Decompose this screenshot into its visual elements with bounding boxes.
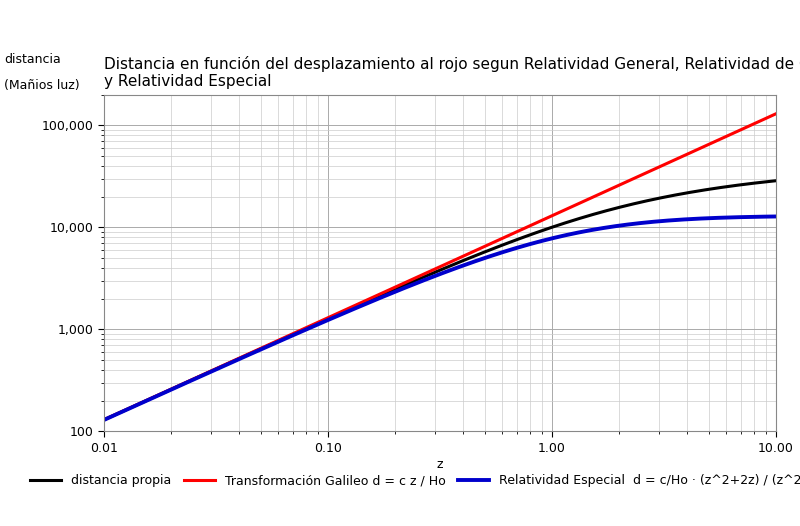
Line: Relatividad Especial  d = c/Ho · (z^2+2z) / (z^2+2z+2): Relatividad Especial d = c/Ho · (z^2+2z)… [104,217,776,420]
Relatividad Especial  d = c/Ho · (z^2+2z) / (z^2+2z+2) [99,417,109,423]
Line: distancia propia: distancia propia [104,181,776,420]
distancia propia [495,243,505,249]
distancia propia [403,280,413,287]
Relatividad Especial  d = c/Ho · (z^2+2z) / (z^2+2z+2) [605,224,614,230]
Relatividad Especial  d = c/Ho · (z^2+2z) / (z^2+2z+2) [771,214,781,220]
Relatividad Especial  d = c/Ho · (z^2+2z) / (z^2+2z+2) [272,339,282,346]
Transformación Galileo d = c z / Ho [495,236,505,242]
Legend: distancia propia, Transformación Galileo d = c z / Ho, Relatividad Especial  d =: distancia propia, Transformación Galileo… [25,469,800,492]
distancia propia [272,339,282,345]
Relatividad Especial  d = c/Ho · (z^2+2z) / (z^2+2z+2) [495,250,505,256]
distancia propia [605,207,614,213]
Line: Transformación Galileo d = c z / Ho: Transformación Galileo d = c z / Ho [104,114,776,420]
distancia propia [548,224,558,230]
Transformación Galileo d = c z / Ho [403,278,413,285]
Relatividad Especial  d = c/Ho · (z^2+2z) / (z^2+2z+2) [218,363,228,369]
Transformación Galileo d = c z / Ho [218,362,228,369]
Text: Distancia en función del desplazamiento al rojo segun Relatividad General, Relat: Distancia en función del desplazamiento … [104,56,800,89]
Transformación Galileo d = c z / Ho [605,186,614,193]
Transformación Galileo d = c z / Ho [548,213,558,219]
Relatividad Especial  d = c/Ho · (z^2+2z) / (z^2+2z+2) [403,284,413,290]
distancia propia [771,178,781,184]
Relatividad Especial  d = c/Ho · (z^2+2z) / (z^2+2z+2) [548,235,558,241]
Transformación Galileo d = c z / Ho [272,338,282,344]
distancia propia [99,417,109,423]
Text: (Mañios luz): (Mañios luz) [4,79,80,92]
distancia propia [218,363,228,369]
Text: distancia: distancia [4,53,61,66]
X-axis label: z: z [437,458,443,471]
Transformación Galileo d = c z / Ho [99,417,109,423]
Transformación Galileo d = c z / Ho [771,110,781,117]
